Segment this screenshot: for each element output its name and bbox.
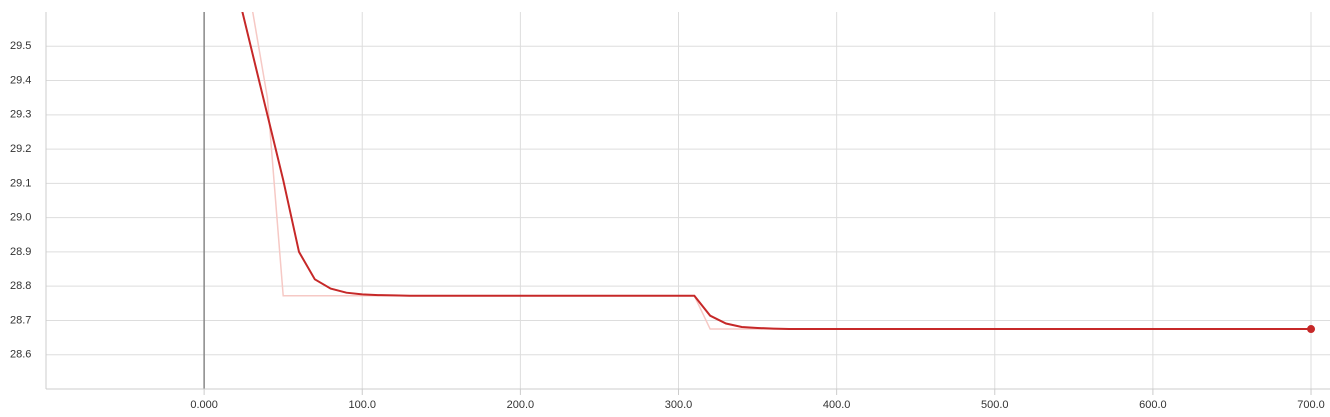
y-tick-label: 28.9 [10,246,31,258]
x-tick-label: 600.0 [1139,399,1167,411]
series-line [251,12,1312,330]
y-tick-label: 29.5 [10,40,31,52]
x-tick-label: 500.0 [981,399,1009,411]
y-tick-label: 29.1 [10,177,31,189]
y-tick-label: 28.8 [10,280,31,292]
x-tick-label: 700.0 [1297,399,1325,411]
y-tick-label: 29.4 [10,74,31,86]
x-tick-label: 0.000 [190,399,218,411]
x-tick-label: 300.0 [665,399,693,411]
y-tick-label: 29.2 [10,143,31,155]
y-tick-label: 28.7 [10,314,31,326]
plot-area [241,12,1316,334]
x-tick-label: 100.0 [348,399,376,411]
y-tick-label: 28.6 [10,349,31,361]
x-tick-label: 200.0 [507,399,535,411]
x-tick-label: 400.0 [823,399,851,411]
end-point [1307,325,1316,334]
axis-labels: 28.6 28.7 28.8 28.9 29.0 29.1 29.2 29.3 29.4 29.5… [10,40,1325,411]
series-line [241,12,1312,331]
y-tick-label: 29.3 [10,109,31,121]
y-tick-label: 29.0 [10,212,31,224]
grid [45,12,1330,395]
